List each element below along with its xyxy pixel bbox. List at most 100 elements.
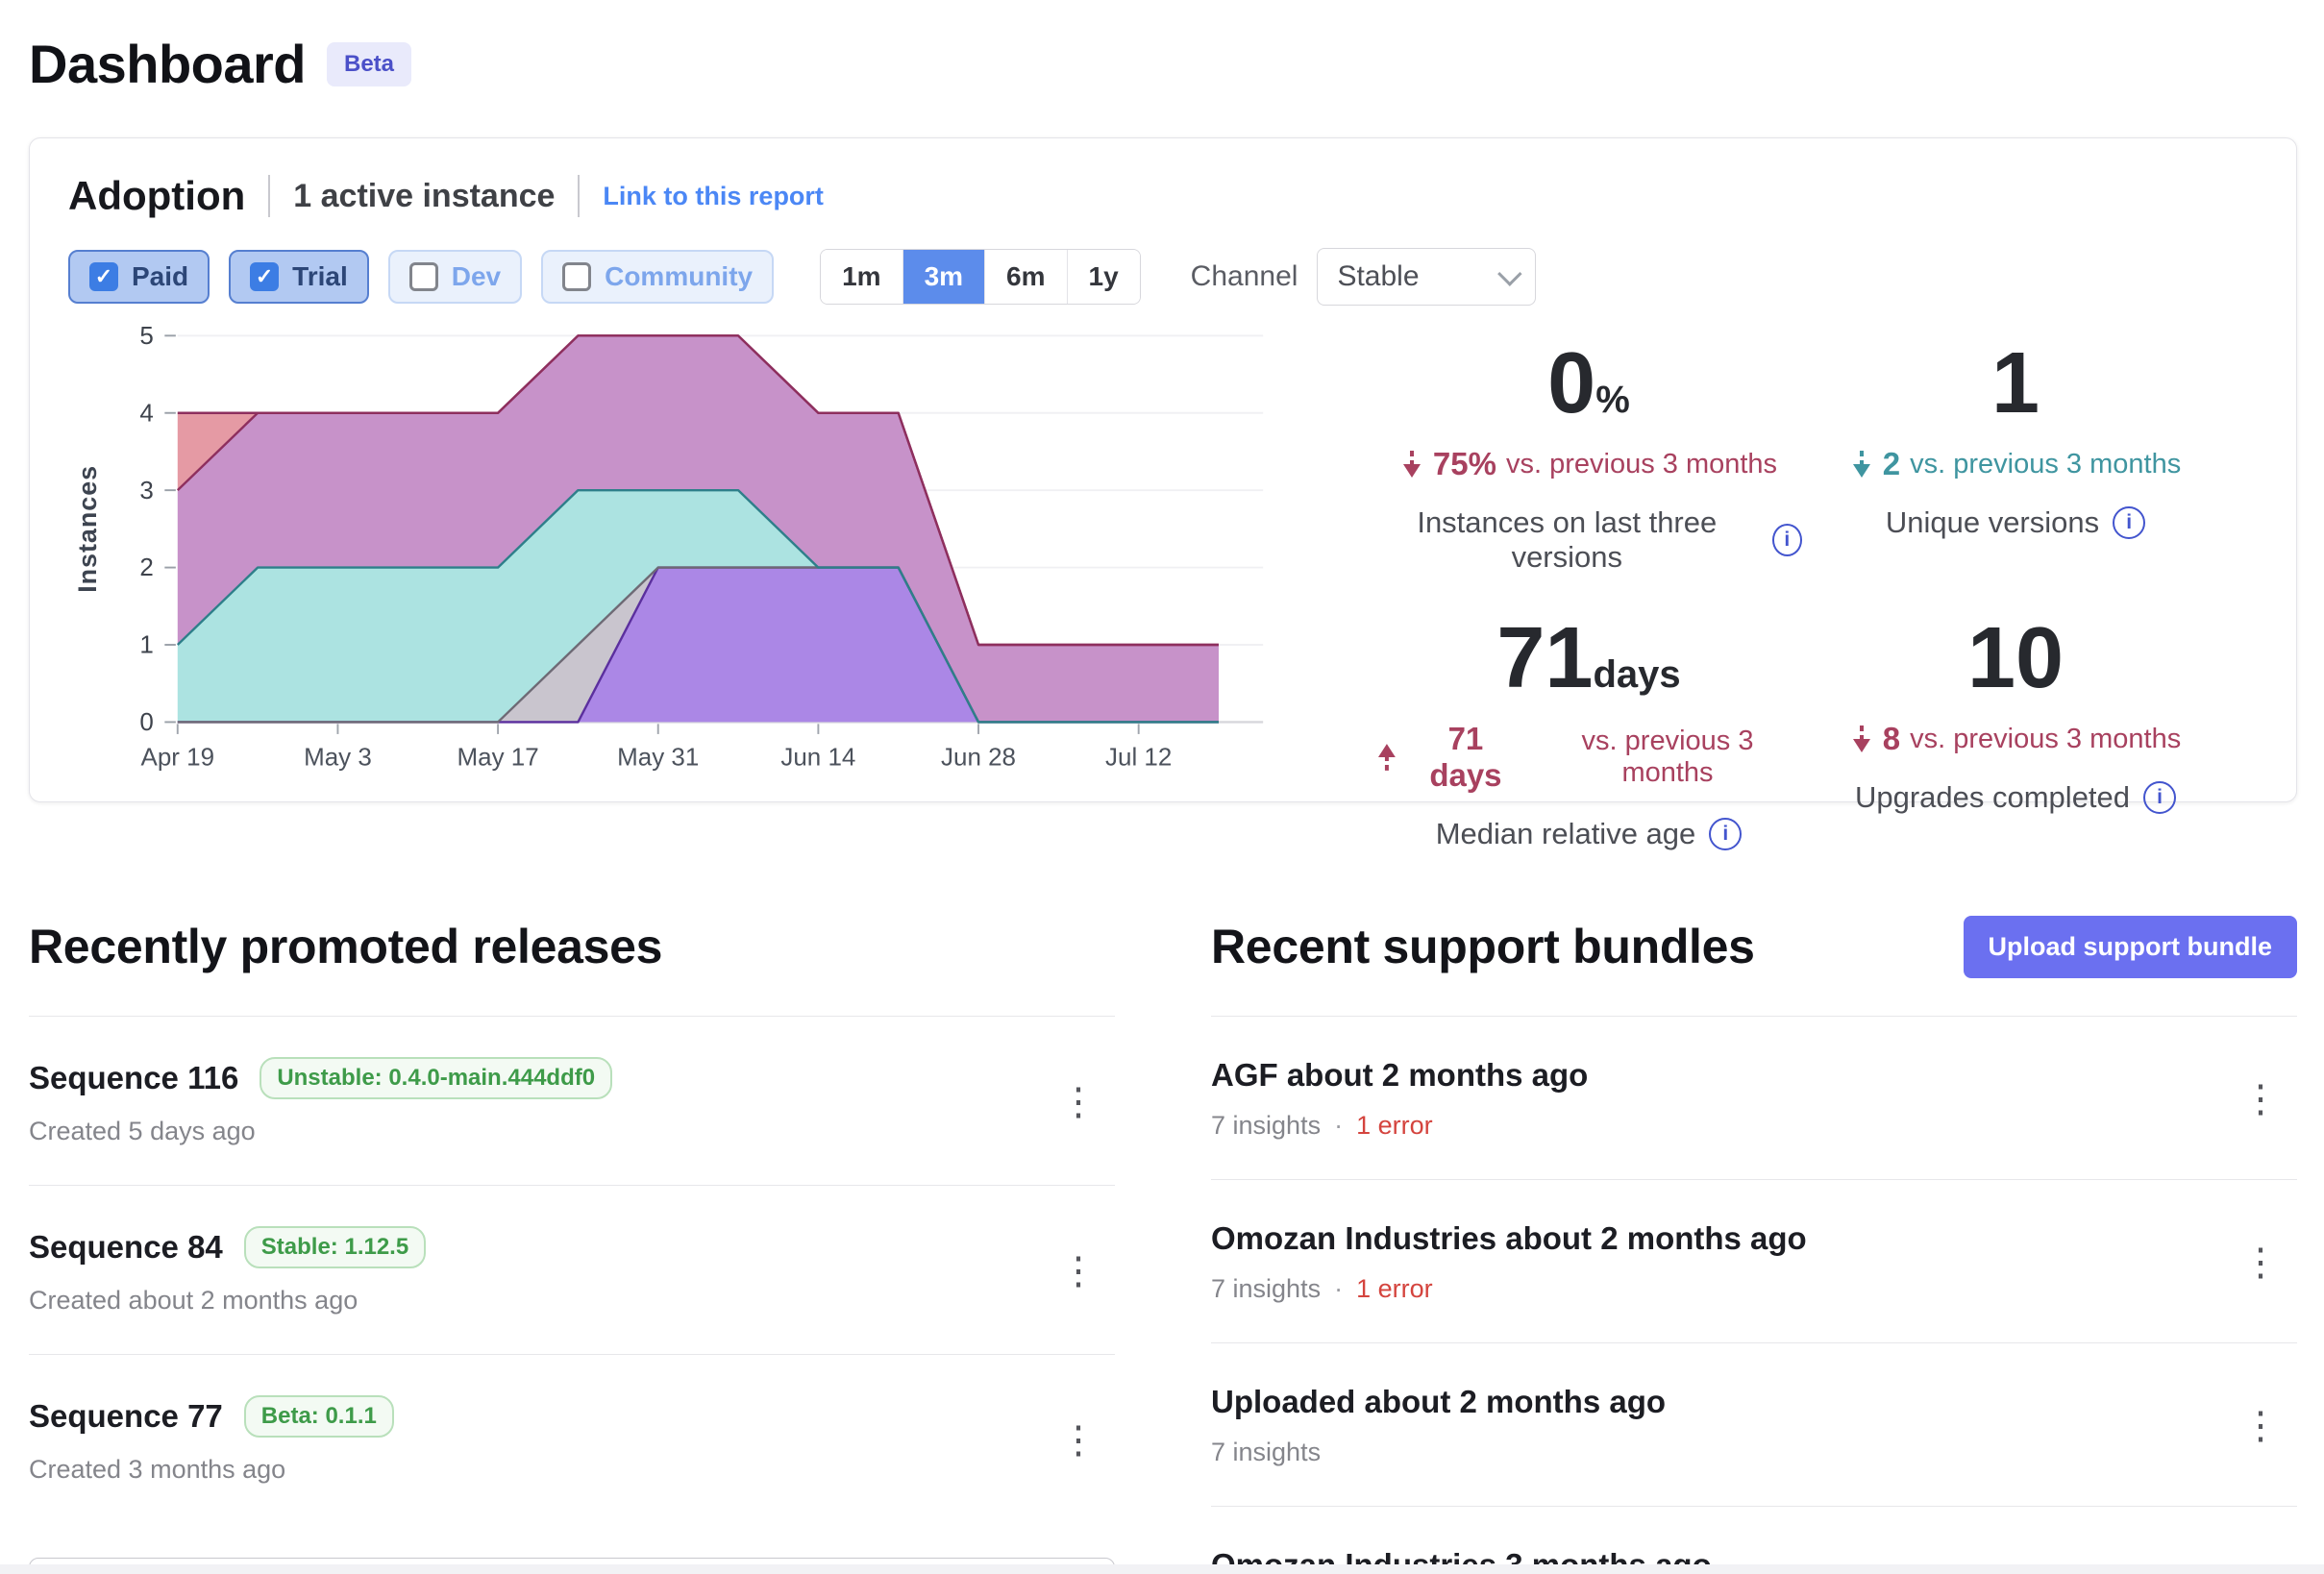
release-created: Created about 2 months ago [29,1286,358,1315]
adoption-card: Adoption 1 active instance Link to this … [29,137,2297,850]
filter-paid[interactable]: ✓ Paid [68,250,210,304]
beta-badge: Beta [327,41,412,86]
kebab-menu-icon[interactable]: ⋮ [1059,1080,1098,1123]
stat-delta-text: vs. previous 3 months [1910,723,2182,754]
kebab-menu-icon[interactable]: ⋮ [2241,1077,2280,1120]
svg-text:0: 0 [139,707,153,736]
stat-suffix: % [1595,379,1630,421]
bundle-insights: 7 insights [1211,1111,1322,1140]
svg-text:Apr 19: Apr 19 [141,743,215,772]
svg-text:4: 4 [139,398,153,427]
trend-down-icon [1852,451,1870,478]
stat-unique-versions: 1 2 vs. previous 3 months Unique version… [1802,340,2229,575]
adoption-chart-svg: 0 1 2 3 4 5 Apr 19 May 3 May 17 May 31 Jun 14 Jun 2… [73,321,1264,772]
recent-support-bundles-section: Recent support bundles Upload support bu… [1211,906,2297,1574]
info-icon[interactable]: i [1771,524,1802,556]
range-1y[interactable]: 1y [1066,250,1140,304]
info-icon[interactable]: i [2113,506,2146,539]
kebab-menu-icon[interactable]: ⋮ [2241,1241,2280,1284]
release-created: Created 5 days ago [29,1117,256,1145]
page-header: Dashboard Beta [29,33,2297,95]
bundle-insights: 7 insights [1211,1274,1322,1303]
release-row[interactable]: Sequence 77 Beta: 0.1.1 Created 3 months… [29,1354,1115,1523]
release-channel-badge: Unstable: 0.4.0-main.444ddf0 [260,1057,613,1099]
trend-down-icon [1852,726,1870,752]
release-title: Sequence 77 [29,1398,223,1434]
release-row[interactable]: Sequence 116 Unstable: 0.4.0-main.444ddf… [29,1016,1115,1185]
checkbox-icon[interactable] [562,262,592,291]
range-6m[interactable]: 6m [984,250,1067,304]
chevron-down-icon [1497,261,1522,286]
filter-label: Paid [132,261,189,291]
stat-delta-text: vs. previous 3 months [1581,726,1754,788]
stat-delta-value: 71 days [1429,721,1502,793]
filter-dev[interactable]: Dev [387,250,523,304]
release-channel-badge: Stable: 1.12.5 [243,1226,427,1268]
active-instances-count: 1 active instance [293,177,556,214]
stat-value: 0 [1547,335,1596,431]
link-to-report[interactable]: Link to this report [603,181,824,210]
checkbox-icon[interactable] [408,262,438,291]
filter-label: Dev [451,261,502,291]
stat-suffix: days [1593,653,1681,696]
svg-text:1: 1 [139,630,153,659]
kebab-menu-icon[interactable]: ⋮ [2241,1404,2280,1447]
bundle-errors: 1 error [1356,1274,1433,1303]
info-icon[interactable]: i [1709,818,1743,850]
bundle-insights: 7 insights [1211,1438,1322,1466]
stat-delta-value: 2 [1882,446,1901,481]
svg-text:Jul 12: Jul 12 [1105,743,1172,772]
channel-control: Channel Stable [1191,248,1537,306]
bundle-row[interactable]: Omozan Industries about 2 months ago 7 i… [1211,1179,2297,1342]
stat-label: Median relative age [1435,817,1696,850]
recently-promoted-releases-section: Recently promoted releases Sequence 116 … [29,906,1115,1574]
stat-delta-text: vs. previous 3 months [1910,448,2182,480]
adoption-card-header: Adoption 1 active instance Link to this … [68,173,2258,219]
filter-trial[interactable]: ✓ Trial [229,250,369,304]
kebab-menu-icon[interactable]: ⋮ [1059,1249,1098,1292]
stat-median-relative-age: 71days 71 days vs. previous 3 months Med… [1375,615,1802,851]
stat-value: 1 [1990,335,2040,431]
bundle-row[interactable]: Uploaded about 2 months ago 7 insights ⋮ [1211,1342,2297,1506]
divider [578,175,581,217]
bundles-heading: Recent support bundles [1211,920,1755,973]
kebab-menu-icon[interactable]: ⋮ [1059,1418,1098,1462]
page-title: Dashboard [29,34,307,94]
channel-selected-value: Stable [1337,260,1420,292]
checkbox-icon[interactable]: ✓ [250,262,280,291]
adoption-title: Adoption [68,173,246,218]
filter-row: ✓ Paid ✓ Trial Dev Community 1m 3m 6m 1y [68,248,2258,306]
filter-label: Trial [292,261,348,291]
stat-label: Instances on last three versions [1417,505,1718,574]
release-title: Sequence 84 [29,1229,223,1265]
upload-support-bundle-button[interactable]: Upload support bundle [1963,915,2297,978]
stat-value: 10 [1966,610,2064,706]
dot-separator: · [1334,1274,1344,1303]
channel-select[interactable]: Stable [1317,248,1537,306]
svg-text:May 31: May 31 [617,743,699,772]
bundle-title: Uploaded about 2 months ago [1211,1384,1667,1419]
svg-text:5: 5 [139,321,153,350]
bundle-row[interactable]: AGF about 2 months ago 7 insights · 1 er… [1211,1016,2297,1179]
trend-up-icon [1377,744,1396,771]
svg-text:Instances: Instances [73,465,102,593]
bundle-errors: 1 error [1356,1111,1433,1140]
filter-community[interactable]: Community [541,250,775,304]
svg-text:3: 3 [139,476,153,504]
range-1m[interactable]: 1m [821,250,902,304]
checkbox-icon[interactable]: ✓ [89,262,118,291]
stat-delta-value: 75% [1432,446,1496,481]
stat-upgrades-completed: 10 8 vs. previous 3 months Upgrades comp… [1802,615,2229,851]
channel-label: Channel [1190,260,1298,292]
stat-delta-value: 8 [1882,721,1901,756]
range-3m[interactable]: 3m [902,250,985,304]
bundles-list: AGF about 2 months ago 7 insights · 1 er… [1211,1016,2297,1574]
time-range-group: 1m 3m 6m 1y [820,249,1141,305]
divider [268,175,271,217]
adoption-stats: 0% 75% vs. previous 3 months Instances o… [1298,319,2258,851]
info-icon[interactable]: i [2143,781,2177,814]
dot-separator: · [1334,1111,1344,1140]
release-row[interactable]: Sequence 84 Stable: 1.12.5 Created about… [29,1185,1115,1354]
releases-heading: Recently promoted releases [29,920,663,973]
